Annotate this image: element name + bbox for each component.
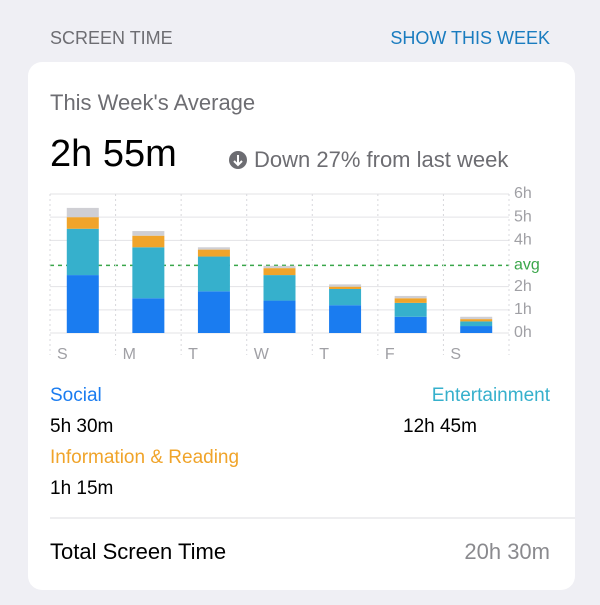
y-tick-label: avg — [514, 257, 540, 274]
bar-segment — [132, 247, 165, 299]
bar-segment — [329, 284, 362, 287]
chart: 0h 1h 2h avg 4h 5h 6h S M T W T F S — [49, 185, 540, 363]
down-arrow — [233, 155, 243, 167]
x-tick-label: W — [254, 346, 270, 363]
total-value: 20h 30m — [464, 539, 550, 564]
bar-segment — [263, 268, 296, 276]
bar-segment — [329, 305, 362, 333]
x-tick-label: S — [450, 346, 461, 363]
legend-label: Social — [50, 385, 102, 406]
y-tick-label: 2h — [514, 278, 532, 295]
bar-segment — [394, 316, 427, 333]
y-tick-label: 1h — [514, 301, 532, 318]
bar-segment — [197, 291, 230, 333]
bar-segment — [460, 321, 493, 327]
bar-segment — [132, 235, 165, 248]
x-tick-label: T — [188, 346, 198, 363]
legend-value: 1h 15m — [50, 478, 113, 499]
bar-segment — [263, 265, 296, 269]
bar-segment — [394, 302, 427, 317]
bar-segment — [394, 295, 427, 299]
x-tick-label: F — [385, 346, 395, 363]
bar-segment — [197, 249, 230, 257]
total-label: Total Screen Time — [50, 539, 226, 564]
y-tick-label: 0h — [514, 324, 532, 341]
bar-segment — [66, 217, 99, 229]
show-week-link[interactable]: SHOW THIS WEEK — [390, 28, 550, 48]
y-tick-label: 5h — [514, 208, 532, 225]
bar-segment — [197, 256, 230, 292]
average-value: 2h 55m — [50, 133, 177, 175]
bar-segment — [66, 207, 99, 218]
bar-segment — [66, 228, 99, 276]
bar-segment — [263, 300, 296, 333]
bar-segment — [263, 275, 296, 301]
change-text: Down 27% from last week — [254, 147, 509, 172]
bar-segment — [460, 319, 493, 322]
bar-segment — [197, 247, 230, 250]
bar-segment — [460, 316, 493, 320]
average-label: This Week's Average — [50, 90, 255, 115]
section-title: SCREEN TIME — [50, 28, 173, 48]
bar-segment — [132, 298, 165, 333]
legend-value: 12h 45m — [403, 416, 477, 437]
bar-segment — [66, 275, 99, 333]
bar-segment — [394, 298, 427, 303]
y-tick-label: 6h — [514, 185, 532, 202]
y-tick-label: 4h — [514, 232, 532, 249]
bar-segment — [329, 286, 362, 289]
bar-segment — [132, 231, 165, 236]
x-tick-label: T — [319, 346, 329, 363]
legend-label: Entertainment — [432, 385, 551, 406]
bar-segment — [460, 326, 493, 333]
legend-value: 5h 30m — [50, 416, 113, 437]
legend-label: Information & Reading — [50, 447, 239, 468]
bar-segment — [329, 288, 362, 306]
x-tick-label: S — [57, 346, 68, 363]
x-tick-label: M — [123, 346, 136, 363]
